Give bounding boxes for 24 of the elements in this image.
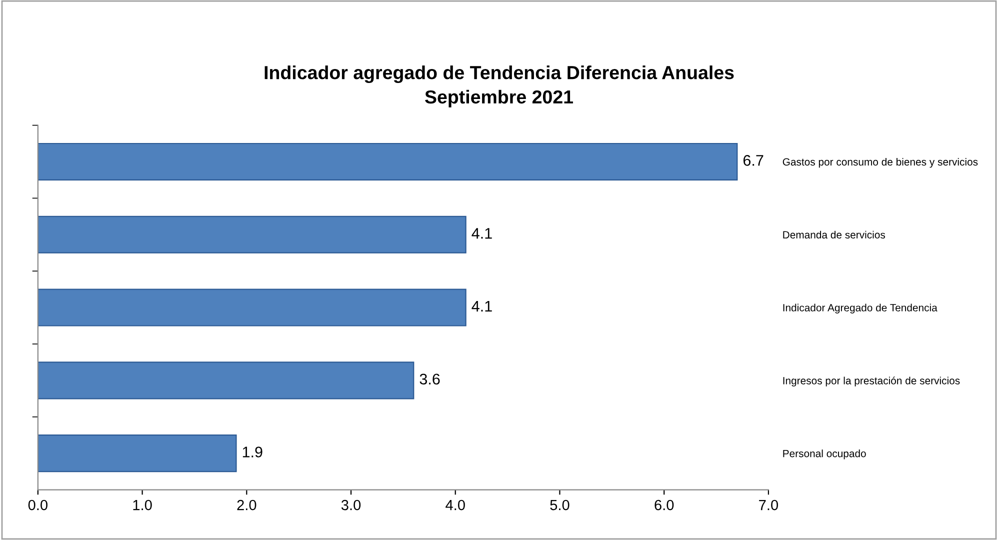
x-tick-label: 2.0: [237, 500, 256, 510]
data-label: 3.6: [420, 374, 440, 385]
bar: [38, 216, 466, 254]
data-label: 6.7: [743, 155, 764, 166]
x-tick-label: 3.0: [341, 500, 361, 510]
data-label: 4.1: [472, 228, 492, 239]
x-tick-label: 4.0: [446, 500, 465, 510]
y-tick-label: Demanda de servicios: [783, 230, 886, 239]
x-tick-label: 0.0: [28, 500, 48, 510]
bar: [38, 288, 466, 326]
x-tick-label: 6.0: [654, 500, 674, 510]
y-tick-label: Gastos por consumo de bienes y servicios: [782, 158, 978, 168]
y-tick-label: Personal ocupado: [783, 450, 866, 460]
x-tick-label: 1.0: [133, 500, 152, 510]
x-tick-label: 7.0: [759, 500, 778, 510]
y-tick-label: Indicador Agregado de Tendencia: [783, 304, 938, 314]
data-label: 4.1: [472, 300, 492, 312]
y-tick-label: Ingresos por la prestación de servicios: [783, 376, 960, 386]
bar: [38, 434, 237, 472]
chart-title: Indicador agregado de Tendencia Diferencia Anuales Septiembre 2021: [264, 65, 734, 108]
bar: [38, 142, 738, 181]
data-label: 1.9: [242, 446, 262, 458]
x-tick-label: 5.0: [550, 500, 570, 510]
bar: [38, 362, 414, 400]
